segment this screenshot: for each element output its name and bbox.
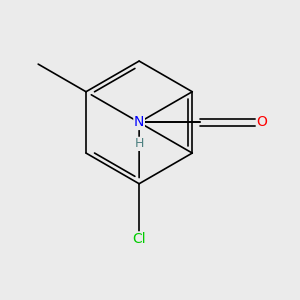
Text: H: H — [134, 137, 144, 150]
Text: Cl: Cl — [132, 232, 146, 246]
Text: O: O — [256, 116, 267, 129]
Text: N: N — [134, 116, 144, 129]
